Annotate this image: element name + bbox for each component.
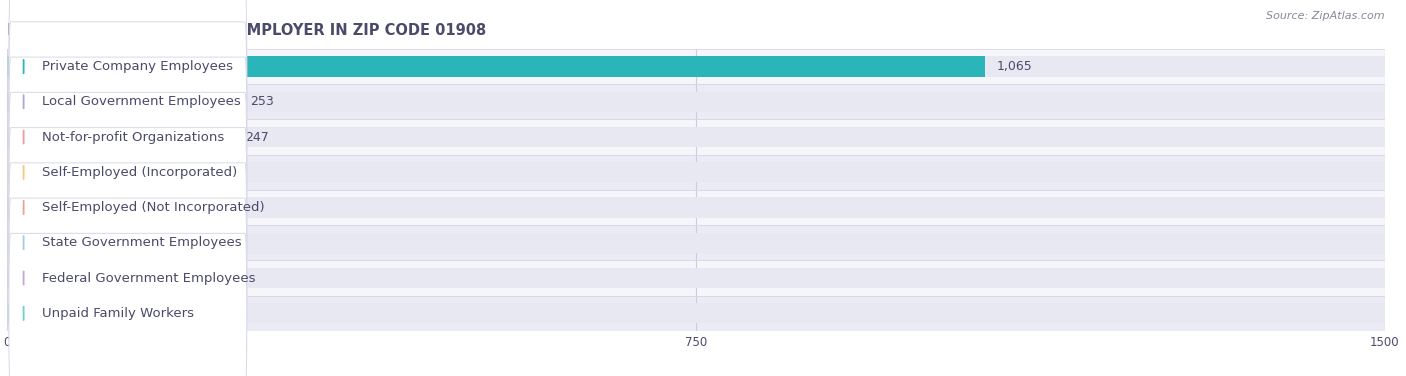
Text: Private Company Employees: Private Company Employees	[42, 60, 233, 73]
Text: State Government Employees: State Government Employees	[42, 236, 242, 249]
Text: 85: 85	[96, 201, 112, 214]
Text: Self-Employed (Incorporated): Self-Employed (Incorporated)	[42, 166, 238, 179]
FancyBboxPatch shape	[8, 92, 247, 252]
Bar	[7, 260, 1385, 296]
Bar	[7, 162, 149, 182]
Bar	[7, 91, 239, 112]
Bar	[7, 56, 986, 77]
FancyBboxPatch shape	[8, 0, 247, 146]
Bar	[7, 84, 1385, 120]
Bar	[7, 127, 1385, 147]
Bar	[7, 197, 86, 218]
FancyBboxPatch shape	[8, 127, 247, 287]
Bar	[7, 84, 1385, 120]
Text: 247: 247	[245, 130, 269, 144]
Bar	[7, 120, 1385, 155]
Bar	[7, 268, 1385, 288]
Bar	[7, 197, 1385, 218]
FancyBboxPatch shape	[8, 233, 247, 376]
Bar	[7, 268, 39, 288]
Text: Not-for-profit Organizations: Not-for-profit Organizations	[42, 130, 224, 144]
Bar	[7, 127, 233, 147]
Bar	[7, 162, 1385, 182]
Text: 0: 0	[18, 307, 27, 320]
FancyBboxPatch shape	[8, 198, 247, 358]
FancyBboxPatch shape	[8, 163, 247, 323]
Bar	[7, 190, 1385, 225]
Text: 155: 155	[160, 166, 184, 179]
Text: 253: 253	[250, 95, 274, 108]
Bar	[7, 296, 1385, 331]
Bar	[7, 303, 1385, 323]
Text: 35: 35	[51, 271, 66, 285]
Bar	[7, 260, 1385, 296]
Bar	[7, 190, 1385, 225]
Text: 36: 36	[51, 236, 67, 249]
Text: Source: ZipAtlas.com: Source: ZipAtlas.com	[1267, 11, 1385, 21]
Bar	[7, 49, 1385, 84]
Bar	[7, 225, 1385, 260]
Bar	[7, 232, 41, 253]
Bar	[7, 155, 1385, 190]
FancyBboxPatch shape	[8, 57, 247, 217]
FancyBboxPatch shape	[8, 22, 247, 182]
Text: Federal Government Employees: Federal Government Employees	[42, 271, 256, 285]
Bar	[7, 232, 1385, 253]
Bar	[7, 155, 1385, 190]
Bar	[7, 56, 1385, 77]
Text: Unpaid Family Workers: Unpaid Family Workers	[42, 307, 194, 320]
Text: EMPLOYMENT BY CLASS OF EMPLOYER IN ZIP CODE 01908: EMPLOYMENT BY CLASS OF EMPLOYER IN ZIP C…	[7, 23, 486, 38]
Bar	[7, 91, 1385, 112]
Text: Local Government Employees: Local Government Employees	[42, 95, 240, 108]
Bar	[7, 303, 8, 323]
Bar	[7, 120, 1385, 155]
Text: 1,065: 1,065	[997, 60, 1032, 73]
Bar	[7, 225, 1385, 260]
Bar	[7, 49, 1385, 84]
Bar	[7, 296, 1385, 331]
Text: Self-Employed (Not Incorporated): Self-Employed (Not Incorporated)	[42, 201, 264, 214]
